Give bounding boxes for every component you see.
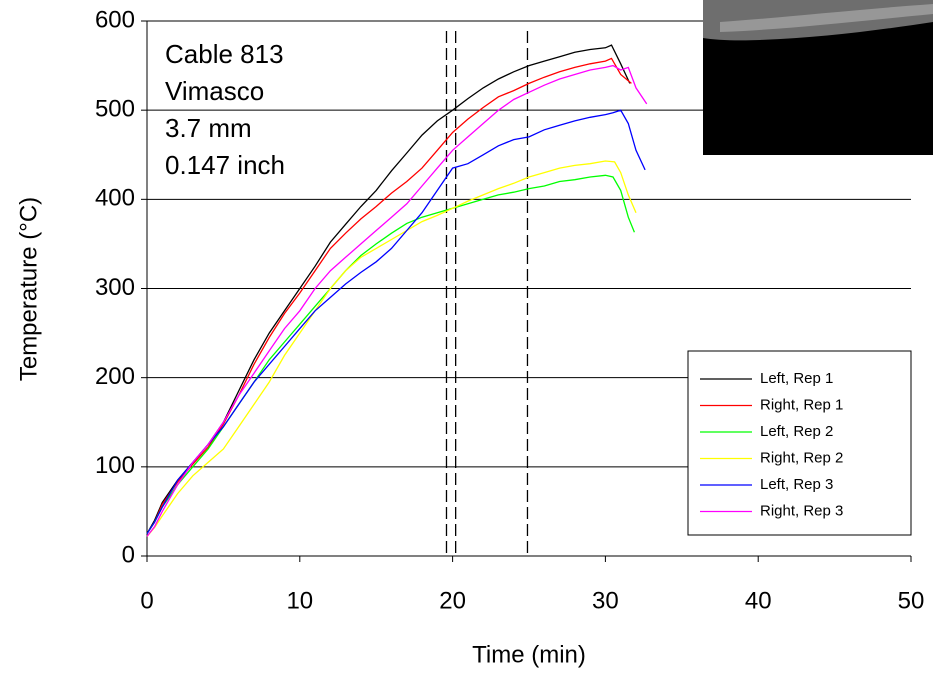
data-line: [146, 174, 636, 535]
legend-label: Right, Rep 3: [760, 502, 843, 519]
x-tick-label: 50: [898, 587, 925, 614]
x-tick-label: 0: [140, 587, 153, 614]
legend: Left, Rep 1 Right, Rep 1 Left, Rep 2 Right,…: [687, 350, 912, 536]
legend-label: Right, Rep 2: [760, 449, 843, 466]
x-axis-label: Time (min): [472, 641, 586, 668]
legend-label: Left, Rep 1: [760, 370, 833, 387]
y-tick-label: 100: [95, 452, 135, 479]
annotation: Cable 813: [165, 39, 284, 69]
annotation: Vimasco: [165, 76, 264, 106]
y-tick-label: 0: [122, 541, 135, 568]
x-tick-label: 10: [286, 587, 313, 614]
photo-inset: [703, 0, 933, 155]
annotation: 0.147 inch: [165, 150, 285, 180]
y-tick-label: 600: [95, 6, 135, 33]
annotation: 3.7 mm: [165, 113, 252, 143]
y-tick-label: 400: [95, 185, 135, 212]
legend-box: [687, 350, 912, 536]
data-line: [146, 64, 648, 537]
legend-label: Left, Rep 2: [760, 423, 833, 440]
data-line: [146, 160, 637, 537]
x-tick-label: 30: [592, 587, 619, 614]
x-tick-label: 20: [439, 587, 466, 614]
y-tick-label: 200: [95, 363, 135, 390]
legend-label: Right, Rep 1: [760, 396, 843, 413]
y-tick-label: 500: [95, 96, 135, 123]
plot-area: 0 100 200 300 400 500 600 0 10 20 30 40 50 Cable 813 V…: [95, 6, 924, 614]
data-line: [146, 109, 646, 535]
y-tick-label: 300: [95, 274, 135, 301]
x-tick-label: 40: [745, 587, 772, 614]
legend-label: Left, Rep 3: [760, 476, 833, 493]
y-axis-label: Temperature (°C): [15, 197, 42, 381]
